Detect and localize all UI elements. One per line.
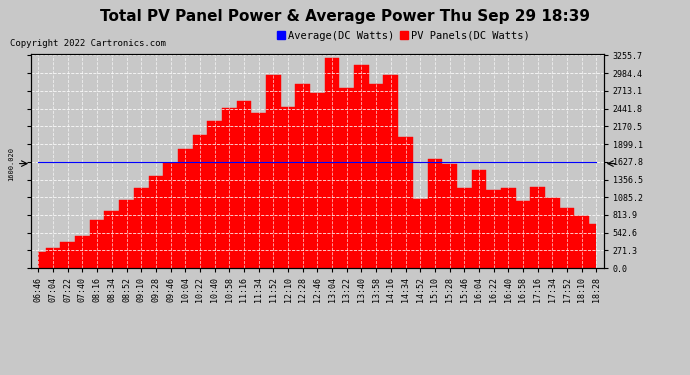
Text: Copyright 2022 Cartronics.com: Copyright 2022 Cartronics.com — [10, 39, 166, 48]
Text: 1600.020: 1600.020 — [8, 147, 14, 181]
Text: Total PV Panel Power & Average Power Thu Sep 29 18:39: Total PV Panel Power & Average Power Thu… — [100, 9, 590, 24]
Legend: Average(DC Watts), PV Panels(DC Watts): Average(DC Watts), PV Panels(DC Watts) — [273, 27, 534, 45]
